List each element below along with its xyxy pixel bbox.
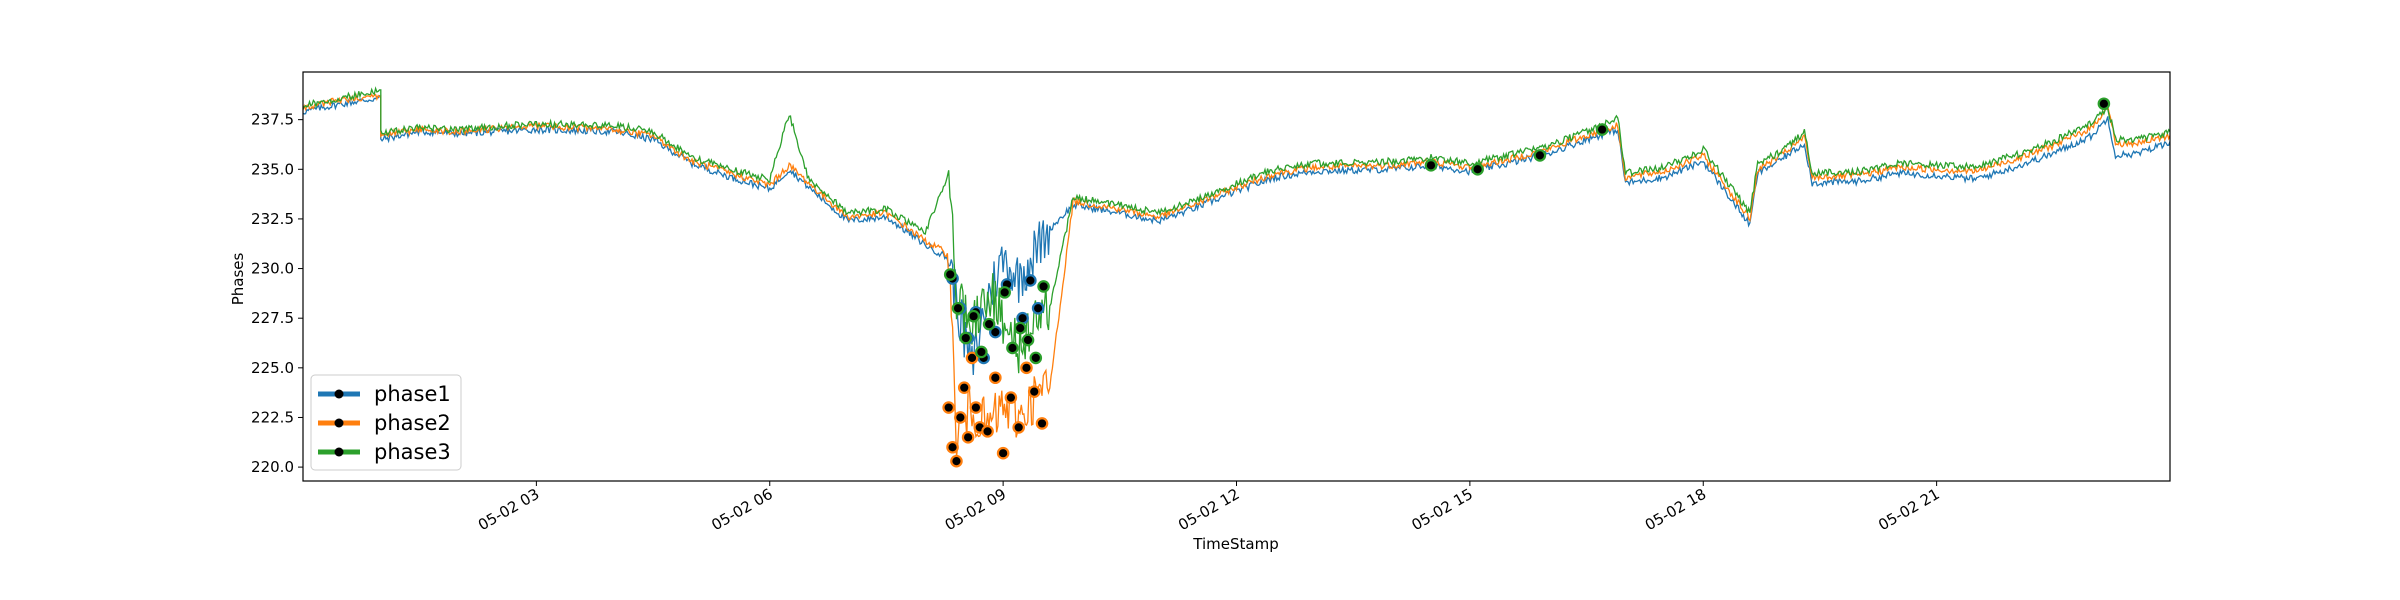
anomaly-point-phase2 [1004,391,1018,404]
y-tick-label: 222.5 [251,408,294,426]
x-tick-label: 05-02 06 [708,485,775,534]
anomaly-point-phase3 [1006,341,1019,355]
anomaly-marker-layer [942,97,2111,468]
legend-label-phase1: phase1 [374,382,451,406]
legend-label-phase3: phase3 [374,440,451,464]
anomaly-point-phase3 [1021,333,1035,347]
anomaly-point-phase3 [967,309,980,323]
anomaly-point-phase1 [1024,274,1037,287]
anomaly-point-phase2 [946,440,959,454]
anomaly-point-phase3 [998,286,1011,299]
anomaly-point-phase3 [1424,159,1438,172]
legend-box [310,374,462,471]
legend-marker-phase3 [334,447,344,457]
anomaly-point-phase3 [959,331,973,345]
y-tick-label: 237.5 [251,111,294,129]
anomaly-point-phase2 [981,425,994,438]
anomaly-point-phase3 [1471,162,1484,176]
x-tick-label: 05-02 09 [942,485,1009,534]
anomaly-point-phase2 [969,401,983,414]
anomaly-point-phase2 [996,446,1010,460]
anomaly-point-phase1 [989,325,1002,339]
anomaly-point-phase2 [1027,385,1041,398]
anomaly-point-phase2 [954,411,967,424]
anomaly-point-phase2 [950,454,963,468]
y-tick-label: 225.0 [251,359,294,377]
y-axis-label: Phases [229,253,247,306]
anomaly-point-phase3 [1013,321,1027,335]
anomaly-point-phase2 [965,351,979,365]
anomaly-point-phase2 [957,381,971,394]
anomaly-point-phase2 [989,371,1002,385]
legend-label-phase2: phase2 [374,411,451,435]
y-tick-label: 230.0 [251,260,294,278]
anomaly-point-phase2 [1020,361,1033,375]
x-tick-label: 05-02 21 [1875,485,1942,534]
anomaly-point-phase3 [2097,97,2111,111]
series-line-phase2 [303,92,2170,458]
y-tick-label: 227.5 [251,309,294,327]
y-tick-label: 232.5 [251,210,294,228]
series-line-phase1 [303,94,2170,376]
y-tick-label: 220.0 [251,458,294,476]
y-tick-label: 235.0 [251,160,294,178]
anomaly-point-phase1 [1016,311,1029,325]
y-axis: 220.0 222.5 225.0 227.5 230.0 232.5 235.0 237.5 [251,111,303,476]
legend: phase1 phase2 phase3 [310,374,462,471]
anomaly-point-phase2 [1012,421,1025,434]
anomaly-point-phase3 [1029,351,1043,365]
x-axis: 05-02 03 05-02 06 05-02 09 05-02 12 05-02 15… [475,481,1943,534]
x-tick-label: 05-02 03 [475,485,542,534]
anomaly-point-phase3 [975,345,988,359]
anomaly-point-phase3 [1533,149,1547,162]
anomaly-point-phase2 [961,431,975,444]
anomaly-point-phase2 [942,401,955,414]
x-tick-label: 05-02 12 [1175,485,1242,534]
legend-marker-phase1 [334,389,344,399]
anomaly-point-phase3 [982,317,996,331]
anomaly-point-phase3 [1037,280,1050,293]
anomaly-point-phase1 [1031,301,1045,315]
x-tick-label: 05-02 18 [1642,485,1709,534]
x-tick-label: 05-02 15 [1408,485,1475,534]
legend-marker-phase2 [334,418,344,428]
anomaly-point-phase3 [943,268,957,281]
anomaly-point-phase3 [951,301,965,315]
series-layer [303,86,2170,458]
anomaly-point-phase3 [1595,123,1609,136]
x-axis-label: TimeStamp [1192,535,1278,553]
series-line-phase3 [303,86,2170,374]
anomaly-point-phase2 [1035,417,1049,430]
